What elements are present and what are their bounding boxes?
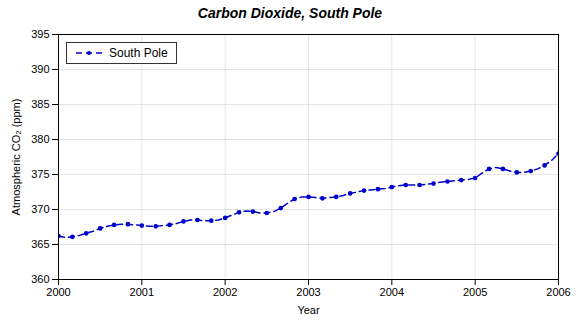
html-text:South Pole: South Pole (109, 46, 168, 60)
svg-text:395: 395 (31, 28, 49, 40)
svg-text:375: 375 (31, 168, 49, 180)
html-text:Carbon Dioxide, South Pole: Carbon Dioxide, South Pole (197, 5, 383, 21)
svg-text:390: 390 (31, 63, 49, 75)
svg-text:360: 360 (31, 273, 49, 285)
svg-text:2003: 2003 (296, 286, 320, 298)
svg-text:2000: 2000 (46, 286, 70, 298)
svg-text:370: 370 (31, 203, 49, 215)
svg-text:2001: 2001 (130, 286, 154, 298)
svg-text:2006: 2006 (546, 286, 570, 298)
svg-text:365: 365 (31, 238, 49, 250)
svg-text:2004: 2004 (380, 286, 404, 298)
svg-text:2002: 2002 (213, 286, 237, 298)
svg-text:385: 385 (31, 98, 49, 110)
svg-text:Atmospheric CO₂ (ppm): Atmospheric CO₂ (ppm) (10, 99, 22, 216)
svg-text:380: 380 (31, 133, 49, 145)
svg-text:Year: Year (297, 304, 320, 316)
svg-text:2005: 2005 (463, 286, 487, 298)
